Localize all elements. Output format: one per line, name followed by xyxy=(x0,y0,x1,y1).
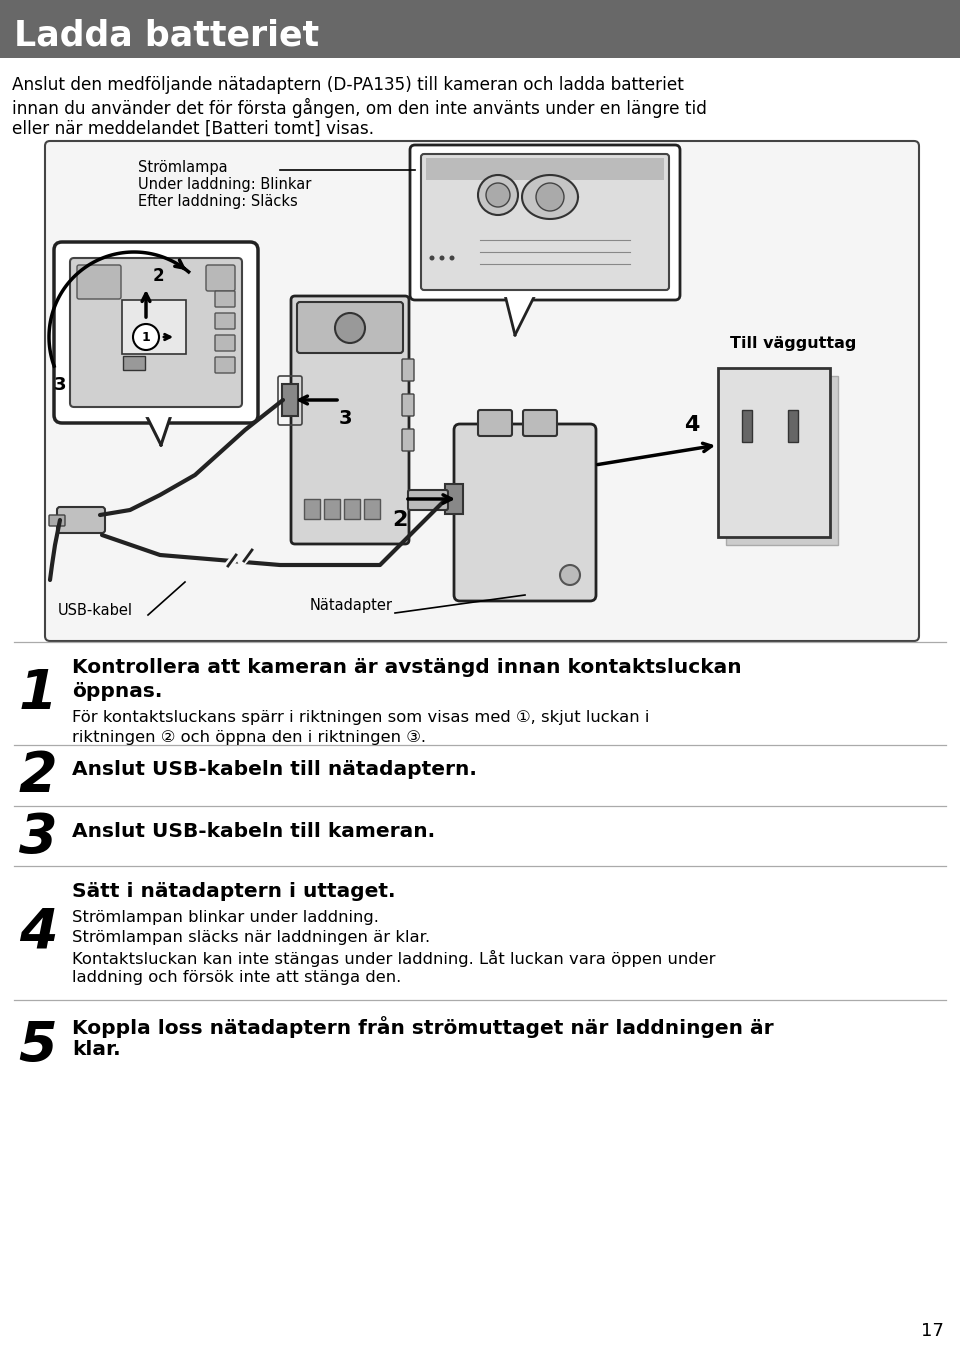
FancyBboxPatch shape xyxy=(215,335,235,351)
Text: Nätadapter: Nätadapter xyxy=(310,597,393,612)
Polygon shape xyxy=(505,295,535,335)
Circle shape xyxy=(335,313,365,343)
Text: 2: 2 xyxy=(18,749,58,803)
Text: USB-kabel: USB-kabel xyxy=(58,603,133,618)
Text: 4: 4 xyxy=(684,415,700,436)
Text: Kontaktsluckan kan inte stängas under laddning. Låt luckan vara öppen under: Kontaktsluckan kan inte stängas under la… xyxy=(72,950,715,968)
FancyBboxPatch shape xyxy=(718,367,830,538)
FancyBboxPatch shape xyxy=(291,295,409,544)
FancyBboxPatch shape xyxy=(297,302,403,352)
Text: 3: 3 xyxy=(338,408,351,427)
Circle shape xyxy=(478,176,518,215)
FancyBboxPatch shape xyxy=(445,485,463,514)
Circle shape xyxy=(440,256,444,260)
FancyBboxPatch shape xyxy=(742,410,752,442)
Text: 3: 3 xyxy=(18,811,58,866)
FancyBboxPatch shape xyxy=(215,357,235,373)
Text: Efter laddning: Släcks: Efter laddning: Släcks xyxy=(138,195,298,210)
FancyBboxPatch shape xyxy=(421,154,669,290)
FancyBboxPatch shape xyxy=(49,514,65,525)
Text: Till vägguttag: Till vägguttag xyxy=(730,336,856,351)
FancyBboxPatch shape xyxy=(122,299,186,354)
FancyBboxPatch shape xyxy=(57,508,105,534)
Text: 3: 3 xyxy=(54,376,66,393)
Circle shape xyxy=(133,324,159,350)
Text: Ladda batteriet: Ladda batteriet xyxy=(14,18,319,52)
Text: 5: 5 xyxy=(18,1019,58,1072)
FancyBboxPatch shape xyxy=(478,410,512,436)
Polygon shape xyxy=(522,176,578,219)
FancyBboxPatch shape xyxy=(426,158,664,180)
FancyBboxPatch shape xyxy=(523,410,557,436)
Text: 1: 1 xyxy=(142,331,151,343)
Text: Strömlampa: Strömlampa xyxy=(138,161,228,176)
Text: laddning och försök inte att stänga den.: laddning och försök inte att stänga den. xyxy=(72,970,401,985)
Circle shape xyxy=(429,256,435,260)
Circle shape xyxy=(449,256,454,260)
FancyBboxPatch shape xyxy=(215,291,235,308)
FancyBboxPatch shape xyxy=(123,357,145,370)
Circle shape xyxy=(486,182,510,207)
Text: Under laddning: Blinkar: Under laddning: Blinkar xyxy=(138,177,311,192)
FancyBboxPatch shape xyxy=(45,142,919,641)
Text: innan du använder det för första gången, om den inte använts under en längre tid: innan du använder det för första gången,… xyxy=(12,98,707,118)
Text: 1: 1 xyxy=(18,667,58,721)
FancyBboxPatch shape xyxy=(402,429,414,450)
FancyBboxPatch shape xyxy=(304,499,320,519)
Text: Anslut USB-kabeln till nätadaptern.: Anslut USB-kabeln till nätadaptern. xyxy=(72,759,477,778)
Text: Koppla loss nätadaptern från strömuttaget när laddningen är: Koppla loss nätadaptern från strömuttage… xyxy=(72,1017,774,1038)
Text: 2: 2 xyxy=(393,510,408,529)
FancyBboxPatch shape xyxy=(215,313,235,329)
Text: 4: 4 xyxy=(18,905,58,960)
Text: eller när meddelandet [Batteri tomt] visas.: eller när meddelandet [Batteri tomt] vis… xyxy=(12,120,374,137)
Text: Anslut den medföljande nätadaptern (D-PA135) till kameran och ladda batteriet: Anslut den medföljande nätadaptern (D-PA… xyxy=(12,76,684,94)
Text: riktningen ② och öppna den i riktningen ③.: riktningen ② och öppna den i riktningen … xyxy=(72,729,426,744)
Text: öppnas.: öppnas. xyxy=(72,682,162,701)
FancyBboxPatch shape xyxy=(410,146,680,299)
FancyBboxPatch shape xyxy=(788,410,798,442)
Text: 2: 2 xyxy=(153,267,164,284)
FancyBboxPatch shape xyxy=(324,499,340,519)
Circle shape xyxy=(536,182,564,211)
FancyBboxPatch shape xyxy=(77,265,121,299)
Text: 17: 17 xyxy=(922,1322,944,1341)
FancyBboxPatch shape xyxy=(364,499,380,519)
FancyBboxPatch shape xyxy=(454,425,596,602)
Text: För kontaktsluckans spärr i riktningen som visas med ①, skjut luckan i: För kontaktsluckans spärr i riktningen s… xyxy=(72,710,649,725)
FancyBboxPatch shape xyxy=(282,384,298,416)
FancyBboxPatch shape xyxy=(54,242,258,423)
FancyBboxPatch shape xyxy=(70,259,242,407)
Text: Strömlampan släcks när laddningen är klar.: Strömlampan släcks när laddningen är kla… xyxy=(72,930,430,945)
Text: Anslut USB-kabeln till kameran.: Anslut USB-kabeln till kameran. xyxy=(72,822,435,841)
Text: Sätt i nätadaptern i uttaget.: Sätt i nätadaptern i uttaget. xyxy=(72,882,396,901)
Circle shape xyxy=(560,565,580,585)
FancyBboxPatch shape xyxy=(726,376,838,544)
FancyBboxPatch shape xyxy=(408,490,448,510)
FancyBboxPatch shape xyxy=(402,359,414,381)
FancyBboxPatch shape xyxy=(344,499,360,519)
FancyBboxPatch shape xyxy=(0,0,960,59)
Text: klar.: klar. xyxy=(72,1040,121,1059)
Polygon shape xyxy=(146,415,171,445)
FancyBboxPatch shape xyxy=(402,393,414,416)
FancyBboxPatch shape xyxy=(206,265,235,291)
Text: Strömlampan blinkar under laddning.: Strömlampan blinkar under laddning. xyxy=(72,911,379,925)
Text: Kontrollera att kameran är avstängd innan kontaktsluckan: Kontrollera att kameran är avstängd inna… xyxy=(72,657,742,676)
